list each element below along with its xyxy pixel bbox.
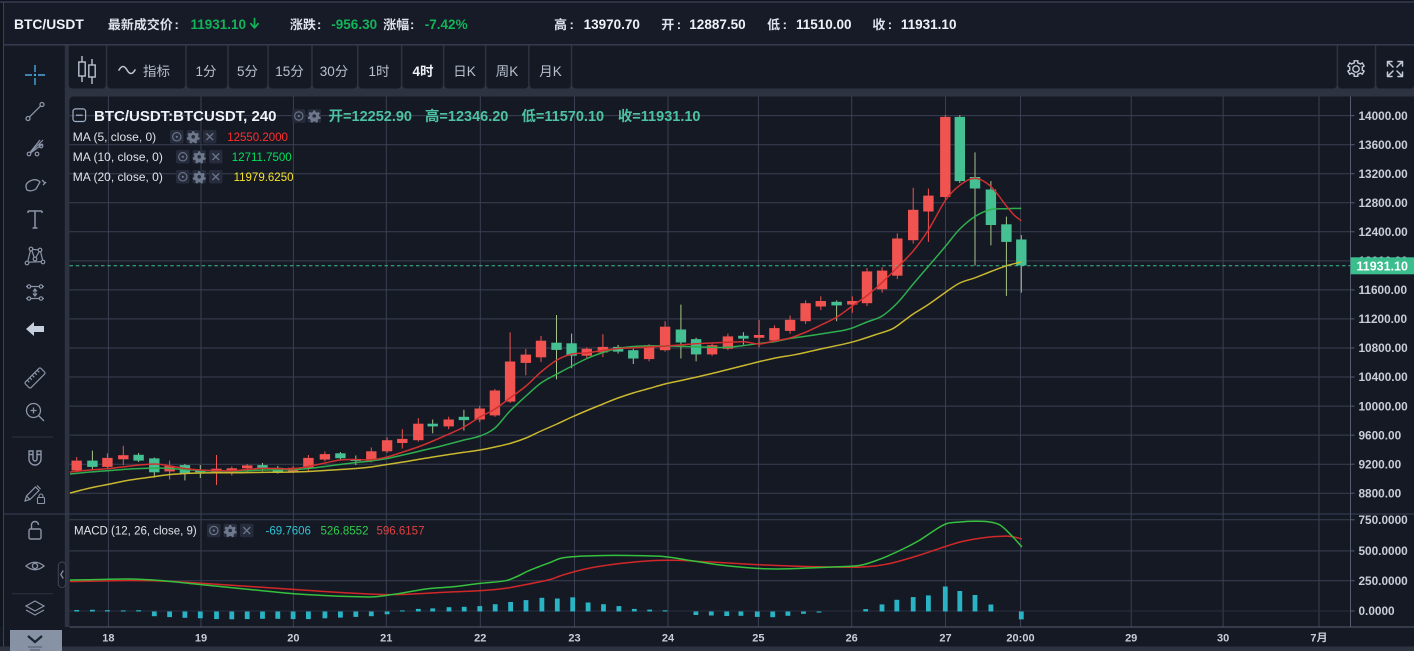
svg-text:=: = <box>343 109 351 125</box>
svg-text:10000.00: 10000.00 <box>1359 399 1409 413</box>
svg-text:K: K <box>553 64 562 79</box>
svg-text:11979.6250: 11979.6250 <box>234 172 294 184</box>
svg-text:12346.20: 12346.20 <box>448 109 508 125</box>
svg-text:11931.10: 11931.10 <box>901 17 957 32</box>
svg-text:24: 24 <box>662 632 675 644</box>
svg-text:=: = <box>439 109 447 125</box>
svg-text:11510.00: 11510.00 <box>796 17 852 32</box>
svg-text:30: 30 <box>1217 632 1229 644</box>
svg-text::: : <box>677 17 681 32</box>
svg-text:15: 15 <box>275 64 290 79</box>
svg-text:19: 19 <box>195 632 207 644</box>
svg-text:11931.10: 11931.10 <box>1357 259 1408 273</box>
svg-text:596.6157: 596.6157 <box>377 526 425 538</box>
svg-text:9200.00: 9200.00 <box>1359 457 1402 471</box>
svg-text:14000.00: 14000.00 <box>1359 109 1409 123</box>
svg-text::: : <box>175 17 179 32</box>
svg-text:K: K <box>509 64 518 79</box>
svg-text:12887.50: 12887.50 <box>689 17 745 32</box>
svg-text:25: 25 <box>752 632 764 644</box>
svg-text:11931.10: 11931.10 <box>191 17 247 32</box>
svg-text:BTC/USDT:BTCUSDT, 240: BTC/USDT:BTCUSDT, 240 <box>94 108 277 125</box>
svg-text::: : <box>888 17 892 32</box>
svg-text:27: 27 <box>939 632 951 644</box>
svg-text:7: 7 <box>1310 632 1316 644</box>
svg-text:750.0000: 750.0000 <box>1359 513 1409 527</box>
svg-text::: : <box>570 17 574 32</box>
svg-text:11931.10: 11931.10 <box>641 109 701 125</box>
svg-text:500.0000: 500.0000 <box>1359 544 1409 558</box>
svg-text:30: 30 <box>320 64 335 79</box>
svg-text:11600.00: 11600.00 <box>1359 283 1408 297</box>
svg-text:-7.42%: -7.42% <box>425 17 468 32</box>
svg-text:250.0000: 250.0000 <box>1359 574 1409 588</box>
svg-text:26: 26 <box>846 632 858 644</box>
svg-text:=: = <box>632 109 640 125</box>
svg-text:12252.90: 12252.90 <box>352 109 412 125</box>
svg-text::: : <box>317 17 321 32</box>
svg-text:18: 18 <box>102 632 114 644</box>
svg-text:13200.00: 13200.00 <box>1359 167 1409 181</box>
svg-text:11200.00: 11200.00 <box>1359 312 1408 326</box>
svg-text:11570.10: 11570.10 <box>544 109 604 125</box>
svg-text:=: = <box>536 109 544 125</box>
svg-text:29: 29 <box>1125 632 1137 644</box>
svg-text:BTC/USDT: BTC/USDT <box>14 17 84 32</box>
svg-text:-956.30: -956.30 <box>331 17 377 32</box>
svg-text:5: 5 <box>237 64 245 79</box>
svg-text:13970.70: 13970.70 <box>584 17 640 32</box>
svg-text:8800.00: 8800.00 <box>1359 486 1402 500</box>
svg-text:23: 23 <box>568 632 580 644</box>
svg-text::: : <box>783 17 787 32</box>
svg-text:12400.00: 12400.00 <box>1359 225 1409 239</box>
svg-text:12800.00: 12800.00 <box>1359 196 1409 210</box>
svg-text:1: 1 <box>196 64 204 79</box>
svg-text:22: 22 <box>474 632 486 644</box>
svg-text:20:00: 20:00 <box>1006 632 1034 644</box>
svg-text:21: 21 <box>380 632 392 644</box>
svg-text:MA (5, close, 0): MA (5, close, 0) <box>73 130 156 144</box>
svg-text:0.0000: 0.0000 <box>1359 604 1396 618</box>
svg-text:9600.00: 9600.00 <box>1359 428 1402 442</box>
svg-text::: : <box>410 17 414 32</box>
svg-text:20: 20 <box>287 632 299 644</box>
svg-text:1: 1 <box>369 64 377 79</box>
svg-text:MACD (12, 26, close, 9): MACD (12, 26, close, 9) <box>74 526 197 538</box>
svg-text:526.8552: 526.8552 <box>321 526 369 538</box>
svg-text:MA (10, close, 0): MA (10, close, 0) <box>73 150 163 164</box>
svg-text:12711.7500: 12711.7500 <box>232 152 292 164</box>
svg-text:13600.00: 13600.00 <box>1359 138 1409 152</box>
svg-text:12550.2000: 12550.2000 <box>227 132 288 144</box>
svg-text:MA (20, close, 0): MA (20, close, 0) <box>73 170 163 184</box>
svg-text:10800.00: 10800.00 <box>1359 341 1409 355</box>
svg-text:10400.00: 10400.00 <box>1359 370 1409 384</box>
svg-text:-69.7606: -69.7606 <box>266 526 311 538</box>
svg-text:4: 4 <box>413 64 421 79</box>
svg-text:K: K <box>467 64 476 79</box>
